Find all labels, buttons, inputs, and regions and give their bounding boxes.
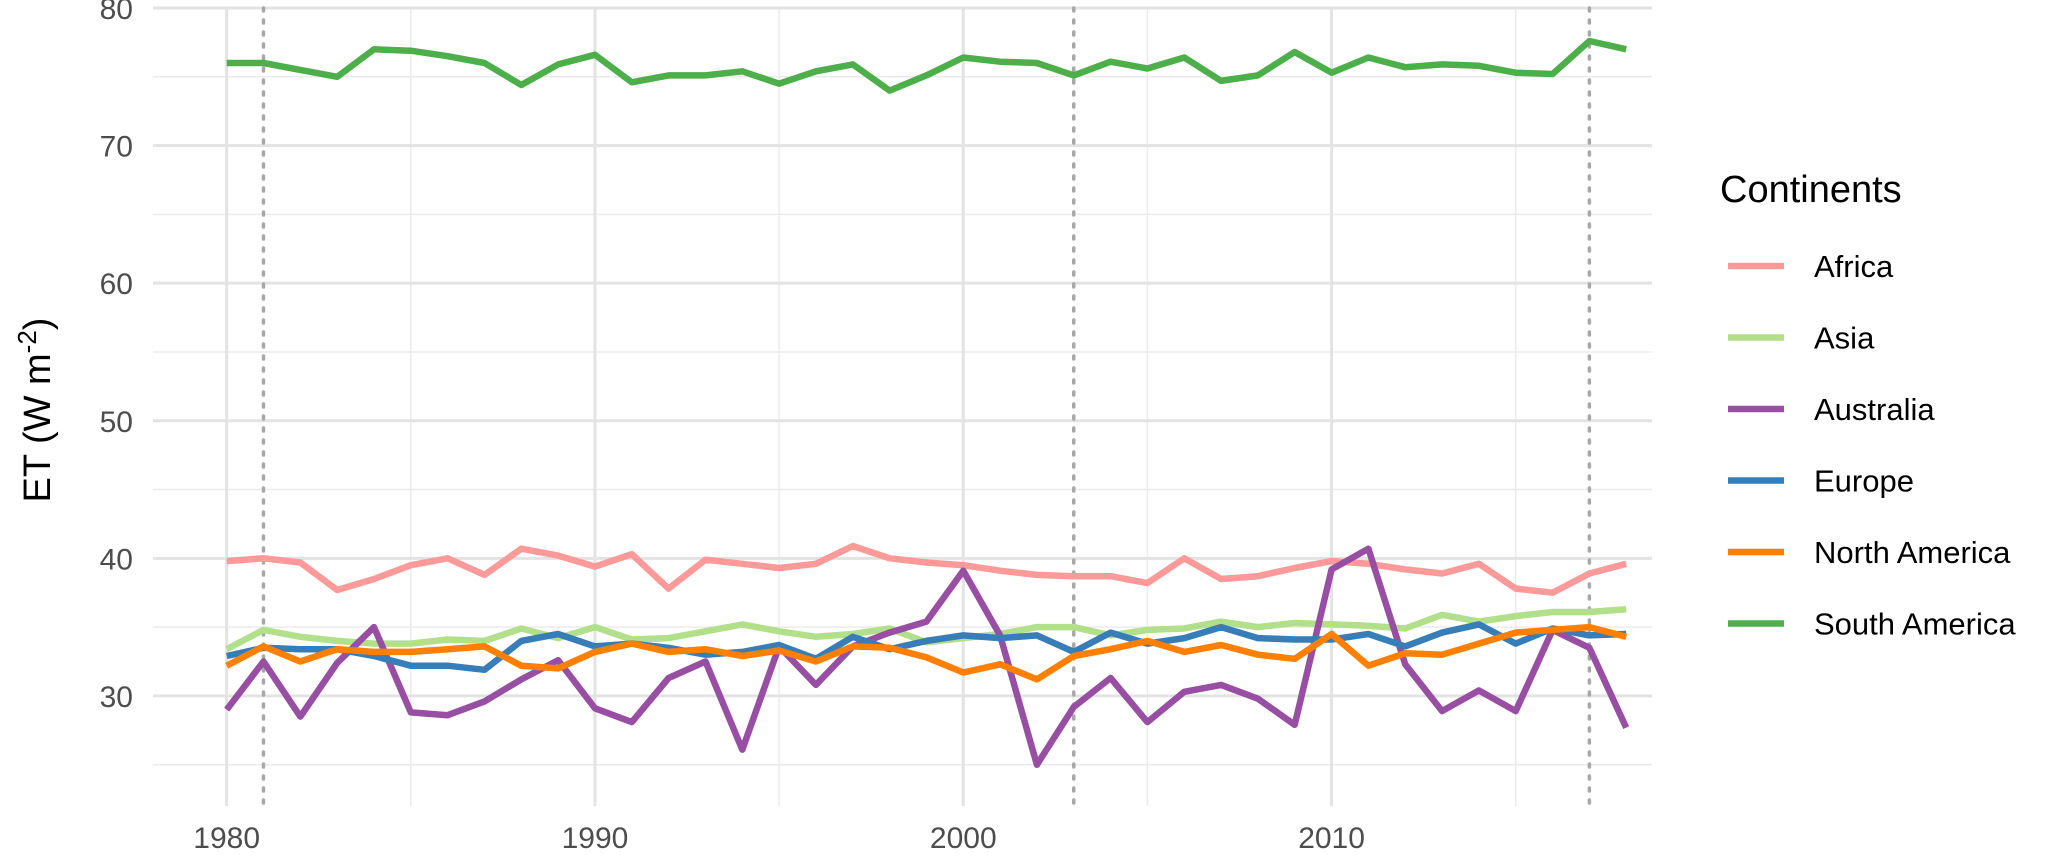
series-line-australia (224, 545, 1630, 768)
x-tick-label: 1990 (562, 822, 629, 855)
y-tick-label: 40 (100, 543, 133, 576)
y-axis-label-close: ) (17, 318, 59, 331)
legend-label-africa: Africa (1814, 249, 1894, 284)
legend-label-asia: Asia (1814, 321, 1875, 356)
y-axis-ticks: 30 40 50 60 70 80 (100, 0, 133, 714)
series-line-europe (225, 621, 1627, 674)
x-tick-label: 2010 (1298, 822, 1365, 855)
series-lines (224, 37, 1630, 768)
legend-items: Africa Asia Australia Europe North America So… (1728, 249, 2016, 642)
y-axis-label-superscript: -2 (12, 330, 42, 353)
series-line-north-america (225, 623, 1628, 683)
y-tick-label: 60 (100, 268, 133, 301)
grid-lines (153, 6, 1652, 806)
y-tick-label: 80 (100, 0, 133, 26)
legend-title: Continents (1720, 169, 1902, 211)
y-tick-label: 70 (100, 131, 133, 164)
legend-label-south-america: South America (1814, 607, 2016, 642)
y-axis-label: ET (W m-2) (12, 318, 59, 503)
plot-area (153, 6, 1652, 808)
y-tick-label: 30 (100, 681, 133, 714)
y-tick-label: 50 (100, 406, 133, 439)
x-axis-ticks: 1980 1990 2000 2010 (193, 822, 1365, 855)
x-tick-label: 1980 (193, 822, 260, 855)
series-line-south-america (226, 37, 1627, 94)
y-axis-label-main: ET (W m (17, 353, 59, 502)
series-line-africa (226, 542, 1628, 596)
reference-lines (261, 6, 1592, 808)
legend-label-europe: Europe (1814, 464, 1914, 499)
x-tick-label: 2000 (930, 822, 997, 855)
legend: Continents Africa Asia Australia Europe Nort… (1720, 169, 2016, 642)
legend-label-australia: Australia (1814, 392, 1935, 427)
legend-label-north-america: North America (1814, 535, 2011, 570)
